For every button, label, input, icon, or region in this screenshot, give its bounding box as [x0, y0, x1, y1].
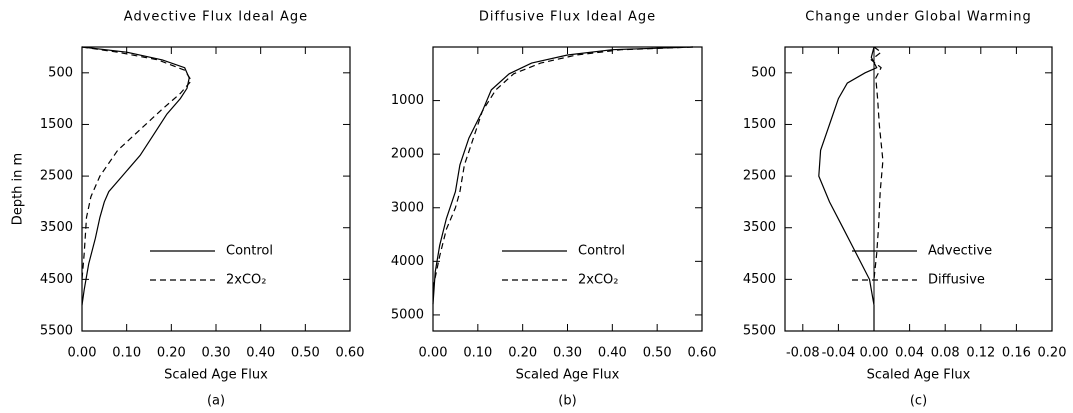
y-tick-label: 3500: [743, 220, 776, 235]
chart-title: Diffusive Flux Ideal Age: [479, 10, 656, 25]
legend-label: 2xCO₂: [226, 273, 267, 288]
x-tick-label: 0.00: [860, 346, 889, 361]
y-tick-label: 4500: [743, 272, 776, 287]
y-tick-label: 4500: [40, 272, 73, 287]
x-tick-label: 0.10: [112, 346, 141, 361]
x-tick-label: 0.12: [966, 346, 995, 361]
legend-label: Advective: [928, 244, 992, 259]
profile-line: [870, 46, 884, 280]
y-tick-label: 5500: [40, 324, 73, 339]
x-tick-label: 0.08: [931, 346, 960, 361]
y-tick-label: 2500: [40, 169, 73, 184]
x-tick-label: 0.60: [688, 346, 717, 361]
x-tick-label: 0.16: [1002, 346, 1031, 361]
x-tick-label: 0.50: [643, 346, 672, 361]
panel-label: (a): [207, 394, 225, 409]
x-tick-label: 0.30: [553, 346, 582, 361]
y-tick-label: 2500: [743, 169, 776, 184]
x-tick-label: 0.50: [291, 346, 320, 361]
profile-line: [818, 46, 878, 331]
x-tick-label: 0.10: [463, 346, 492, 361]
x-tick-label: 0.20: [1038, 346, 1067, 361]
legend-label: Control: [578, 244, 625, 259]
legend-label: Control: [226, 244, 273, 259]
y-tick-label: 3000: [391, 200, 424, 215]
x-tick-label: 0.20: [508, 346, 537, 361]
y-tick-label: 5500: [743, 324, 776, 339]
panel-label: (b): [558, 394, 576, 409]
y-axis-label: Depth in m: [11, 153, 26, 225]
y-tick-label: 2000: [391, 147, 424, 162]
x-axis-label: Scaled Age Flux: [867, 368, 971, 383]
x-tick-label: 0.20: [157, 346, 186, 361]
x-tick-label: -0.08: [786, 346, 820, 361]
plot-frame: [432, 46, 703, 332]
x-axis-label: Scaled Age Flux: [164, 368, 268, 383]
x-tick-label: 0.00: [419, 346, 448, 361]
y-tick-label: 500: [751, 65, 776, 80]
y-tick-label: 1500: [40, 117, 73, 132]
legend-label: Diffusive: [928, 273, 985, 288]
x-tick-label: 0.00: [68, 346, 97, 361]
y-tick-label: 500: [48, 65, 73, 80]
x-tick-label: 0.30: [202, 346, 231, 361]
x-tick-label: 0.60: [336, 346, 365, 361]
x-tick-label: 0.40: [598, 346, 627, 361]
y-tick-label: 1000: [391, 93, 424, 108]
legend-label: 2xCO₂: [578, 273, 619, 288]
chart-title: Change under Global Warming: [805, 10, 1032, 25]
plot-frame: [81, 46, 351, 332]
profile-line: [81, 46, 193, 280]
profile-line: [432, 46, 694, 289]
profile-line: [81, 46, 190, 306]
x-tick-label: -0.04: [822, 346, 856, 361]
y-tick-label: 3500: [40, 220, 73, 235]
y-tick-label: 4000: [391, 254, 424, 269]
x-tick-label: 0.40: [246, 346, 275, 361]
profile-line: [432, 46, 694, 305]
x-axis-label: Scaled Age Flux: [516, 368, 620, 383]
y-tick-label: 5000: [391, 307, 424, 322]
panel-label: (c): [910, 394, 927, 409]
y-tick-label: 1500: [743, 117, 776, 132]
x-tick-label: 0.04: [895, 346, 924, 361]
plot-frame: [784, 46, 1053, 332]
chart-title: Advective Flux Ideal Age: [124, 10, 308, 25]
